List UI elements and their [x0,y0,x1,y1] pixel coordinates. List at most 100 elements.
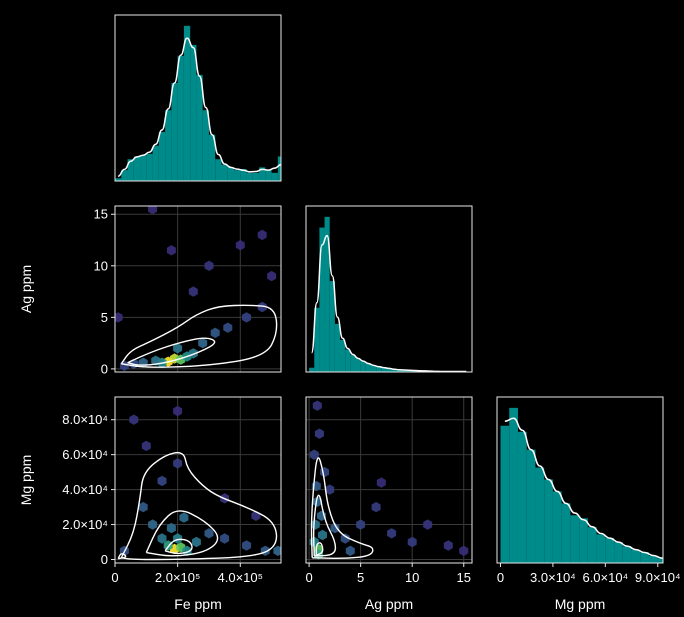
mg-hist-bars [500,407,684,563]
ag-hist-bar [360,361,366,372]
ag-hist-bar [340,339,346,372]
density-cell [330,522,340,534]
density-cell [325,484,335,495]
fe-hist-bar [190,44,197,181]
mg-hist-bar [631,549,641,563]
fe-hist-bar [127,159,134,181]
contour-line [120,304,278,368]
density-cell [204,260,214,271]
ag-hist-bar [391,369,397,372]
density-cell [179,512,189,523]
ag-hist-bar [386,368,392,372]
density-cell [310,519,320,530]
tick-label: 5 [357,570,364,585]
fe-hist-bar [215,159,222,181]
density-cell [188,348,198,359]
y-axis-label-ag: Ag ppm [18,265,34,313]
tick-label: 6.0×10⁴ [582,570,628,585]
fe-hist-bar [259,167,266,181]
density-cell [376,477,386,488]
density-cell [273,545,281,556]
fe-hist-bar [246,172,253,181]
fe-hist-bar [121,170,128,181]
fe-hist-bar [234,170,241,181]
fe-hist-bar [140,155,147,181]
ag-hist-bar [319,227,325,372]
fe-hist-bar [265,170,272,181]
density-cell [115,312,123,323]
density-cell [191,536,201,548]
tick-label: 4.0×10⁵ [218,570,264,585]
density-cell [223,322,233,333]
fe-hist-bar [183,25,191,181]
ag-hist-frame [305,205,473,373]
fe-hist-bar [277,156,281,181]
tick-label: 0 [111,570,118,585]
fe-ag-contours [120,304,278,368]
fe-hist-bar [196,74,203,181]
density-cell [148,206,158,215]
panel-ag-vs-mg [305,396,473,564]
fe-hist-bars [115,25,281,181]
density-cell [371,501,381,513]
tick-label: 10 [405,570,419,585]
tick-label: 2.0×10⁵ [155,570,201,585]
ag-mg-contours [310,457,374,560]
tick-label: 8.0×10⁴ [62,412,108,427]
ag-kde-curve [310,234,467,372]
density-cell [157,475,167,487]
mg-hist-bar [649,555,658,563]
ag-hist-bars [309,216,469,372]
contour-line [127,337,216,366]
mg-hist-bar [570,515,580,563]
density-cell [138,501,148,513]
density-cell [182,545,192,556]
density-cell [314,428,324,439]
panel-ag-hist [305,205,473,373]
fe-hist-bar [133,156,141,181]
tick-label: 9.0×10⁴ [635,570,681,585]
mg-hist-bar [587,527,597,563]
ag-mg-density [309,400,469,560]
fe-hist-frame [114,14,282,182]
mg-hist-bar [622,546,632,563]
mg-hist-bar [675,561,684,563]
contour-line [117,553,127,560]
mg-hist-bar [614,542,623,563]
density-cell [204,528,214,539]
density-cell [340,533,350,544]
mg-hist-bar [605,537,615,563]
mg-kde-curve [504,417,663,559]
fe-hist-bar [252,172,260,181]
ag-hist-bar [407,370,413,372]
mg-hist-bar [526,449,536,563]
fe-hist-bar [115,178,122,181]
y-axis-label-mg: Mg ppm [18,455,34,506]
fe-hist-bar [271,172,278,181]
ag-mg-grid [306,397,472,563]
ag-hist-bar [365,363,371,372]
tick-label: 3.0×10⁴ [530,570,576,585]
tick-label: 2.0×10⁴ [62,517,108,532]
density-cell [210,327,220,338]
panel-mg-hist [496,396,684,564]
contour-line [145,510,219,557]
panel-fe-vs-mg [114,396,282,564]
density-cell [166,522,176,534]
density-cell [407,536,417,548]
density-cell [267,270,277,282]
ag-hist-bar [401,369,408,372]
tick-label: 0 [497,570,504,585]
mg-hist-bar [561,503,571,563]
ag-hist-bar [314,307,320,372]
mg-hist-frame [496,396,664,564]
density-cell [173,533,183,544]
density-cell [242,540,252,551]
fe-hist-bar [152,145,159,181]
ag-hist-bar [396,369,402,372]
ag-hist-bar [381,367,387,372]
mg-hist-bar [579,518,588,563]
density-cell [423,519,433,530]
x-axis-label-ag: Ag ppm [365,596,413,612]
